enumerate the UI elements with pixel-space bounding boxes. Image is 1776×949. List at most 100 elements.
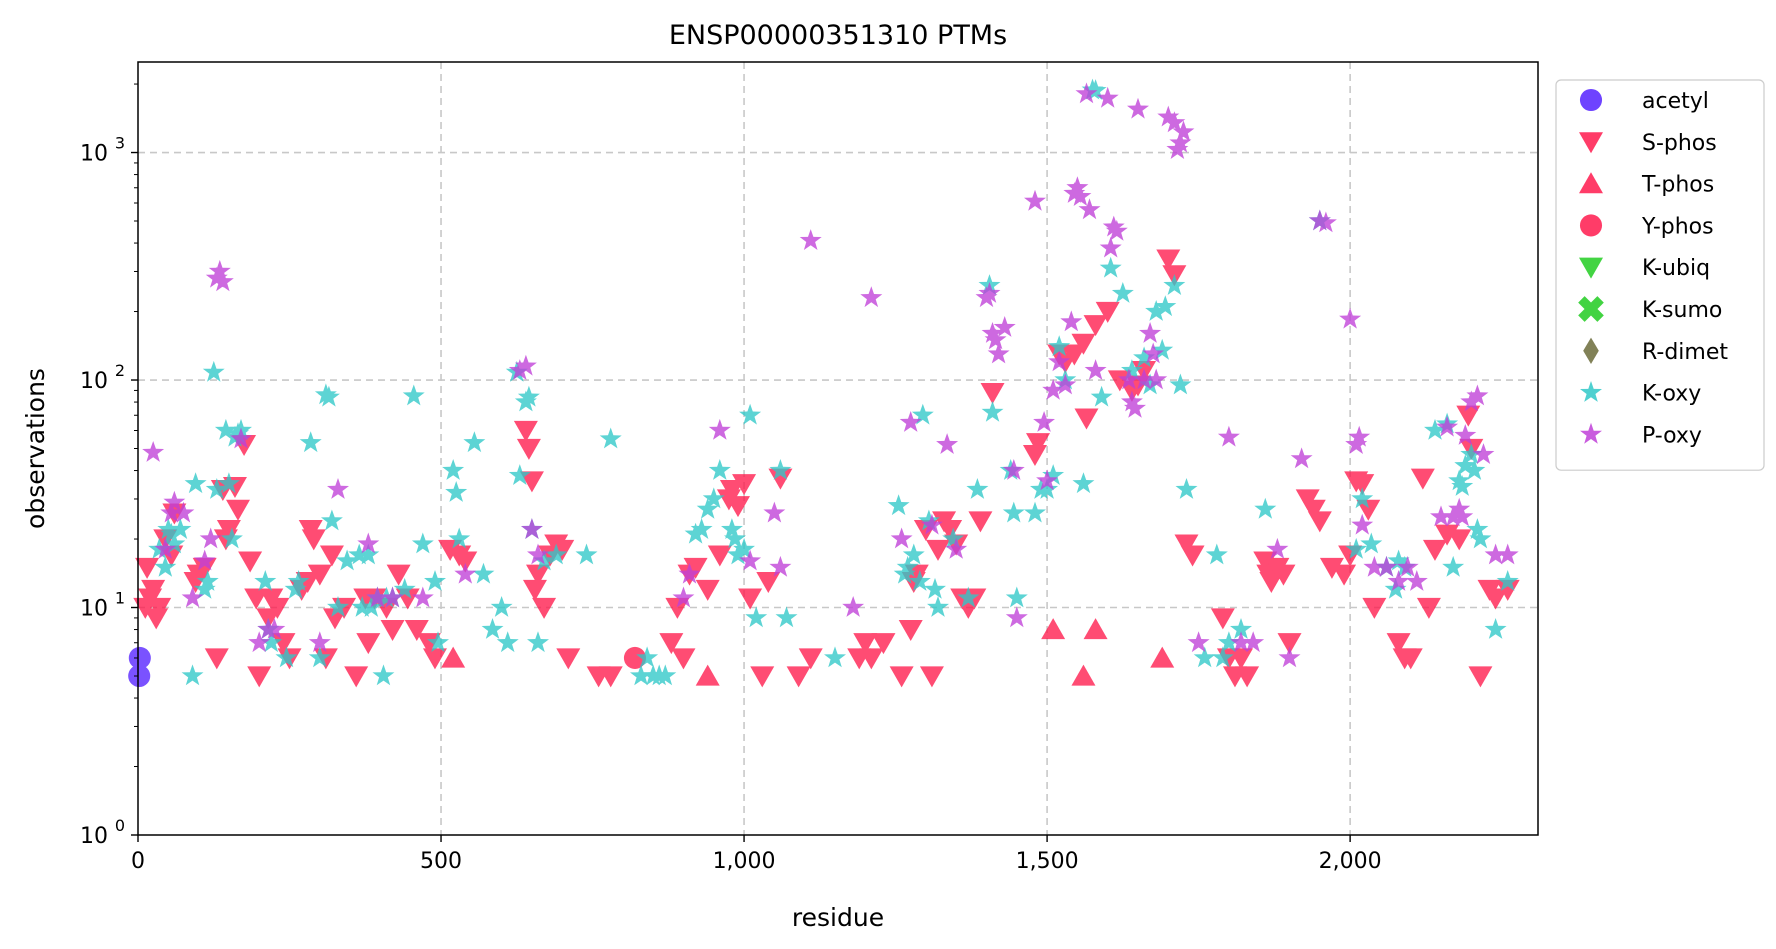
point-P-oxy <box>1290 447 1313 469</box>
point-P-oxy <box>1348 425 1371 447</box>
point-S-phos <box>750 666 775 688</box>
point-K-oxy <box>1163 274 1186 295</box>
point-P-oxy <box>981 322 1004 343</box>
axis-ticks: 0 500 1,000 1,500 2,000 10 0 10 1 10 2 10 3 <box>80 83 1382 874</box>
point-S-phos <box>1071 333 1096 355</box>
legend-marker-K-sumo-stroke <box>1578 296 1604 322</box>
point-S-phos <box>671 648 696 670</box>
point-K-oxy <box>1351 487 1374 509</box>
point-S-phos <box>422 648 447 670</box>
x-tick-label: 2,000 <box>1319 849 1382 874</box>
point-S-phos <box>1022 445 1047 467</box>
point-T-phos <box>695 664 720 686</box>
point-P-oxy <box>1375 555 1398 577</box>
point-P-oxy <box>1351 513 1374 535</box>
point-K-oxy <box>393 577 416 599</box>
y-tick-exponent: 3 <box>115 134 125 153</box>
point-P-oxy <box>1496 543 1519 565</box>
point-K-oxy <box>490 596 513 617</box>
point-K-oxy <box>308 646 331 668</box>
point-K-oxy <box>163 532 186 554</box>
point-S-phos <box>1083 315 1108 337</box>
point-P-oxy <box>1078 198 1101 220</box>
legend-marker <box>1580 422 1602 444</box>
point-K-oxy <box>411 532 434 554</box>
point-P-oxy <box>1066 176 1089 198</box>
point-P-oxy <box>411 586 434 608</box>
point-P-oxy <box>248 631 271 653</box>
point-S-phos <box>356 633 381 655</box>
point-T-phos <box>1083 618 1108 640</box>
point-T-phos <box>1150 646 1175 668</box>
point-K-oxy <box>721 518 743 539</box>
point-K-oxy <box>1496 570 1519 591</box>
point-K-oxy <box>1175 478 1198 499</box>
point-T-phos <box>441 646 466 668</box>
point-P-oxy <box>978 282 1001 303</box>
point-K-oxy <box>630 664 652 686</box>
point-K-oxy <box>517 385 540 407</box>
legend-marker <box>1583 337 1599 364</box>
point-S-phos <box>859 648 884 670</box>
point-K-oxy <box>769 459 792 480</box>
point-K-oxy <box>1484 618 1507 639</box>
x-axis-label: residue <box>792 903 884 932</box>
point-K-oxy <box>351 596 374 617</box>
point-P-oxy <box>199 527 222 549</box>
series-T-phos <box>441 618 1175 686</box>
point-S-phos <box>1483 588 1508 610</box>
point-P-oxy <box>1157 105 1180 127</box>
point-S-phos <box>244 588 269 610</box>
point-K-oxy <box>1084 79 1107 100</box>
point-P-oxy <box>1454 424 1477 445</box>
point-K-oxy <box>445 481 468 502</box>
point-P-oxy <box>327 478 349 499</box>
point-P-oxy <box>1105 219 1128 241</box>
legend-label: T-phos <box>1641 173 1714 198</box>
point-S-phos <box>732 474 757 496</box>
point-P-oxy <box>366 586 389 608</box>
x-tick-label: 1,000 <box>713 849 776 874</box>
point-P-oxy <box>1042 378 1065 400</box>
point-S-phos <box>247 666 272 688</box>
point-S-phos <box>1422 539 1447 561</box>
point-K-oxy <box>442 459 465 480</box>
point-K-oxy <box>1036 478 1059 499</box>
legend-marker <box>1579 257 1603 279</box>
point-K-oxy <box>427 631 449 653</box>
point-K-oxy <box>448 527 471 549</box>
legend-marker-S-phos <box>1579 132 1603 154</box>
point-K-oxy <box>1154 295 1177 317</box>
point-S-phos <box>598 666 623 688</box>
legend-marker <box>1579 88 1603 112</box>
point-K-oxy <box>1230 618 1252 639</box>
y-tick-exponent: 0 <box>115 816 125 835</box>
point-S-phos <box>719 479 744 501</box>
legend-label: R-dimet <box>1642 340 1728 365</box>
point-S-phos <box>135 557 160 579</box>
point-K-oxy <box>1442 555 1465 577</box>
point-P-oxy <box>1036 469 1059 491</box>
point-S-phos <box>1180 545 1205 567</box>
x-tick-label: 0 <box>131 849 145 874</box>
point-P-oxy <box>154 537 177 559</box>
series-acetyl <box>128 646 151 688</box>
legend-marker-T-phos <box>1579 172 1603 194</box>
point-K-oxy <box>1466 518 1489 539</box>
point-K-oxy <box>1145 300 1168 321</box>
point-S-phos <box>1495 579 1520 601</box>
point-P-oxy <box>1084 359 1107 380</box>
legend-marker <box>1579 132 1603 154</box>
point-K-oxy <box>424 570 446 591</box>
point-S-phos <box>1107 370 1132 392</box>
point-K-oxy <box>287 570 310 591</box>
point-S-phos <box>1062 344 1087 366</box>
point-S-phos <box>192 557 217 579</box>
legend-label: acetyl <box>1642 89 1709 114</box>
point-Y-phos <box>623 646 647 670</box>
point-P-oxy <box>1460 390 1483 412</box>
point-P-oxy <box>1484 543 1507 565</box>
point-K-oxy <box>193 577 216 599</box>
point-K-oxy <box>1042 464 1065 485</box>
point-P-oxy <box>763 501 786 523</box>
